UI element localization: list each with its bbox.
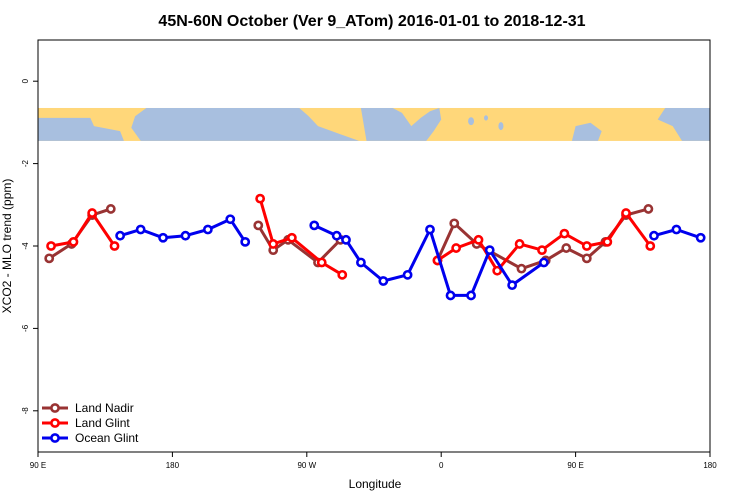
- data-point: [255, 193, 266, 204]
- legend-swatch-marker: [50, 403, 60, 413]
- map-ocean: [131, 108, 360, 141]
- y-axis: 0 -2 -4 -6 -8: [21, 78, 38, 414]
- world-map-band: [38, 107, 710, 141]
- x-tick-label: 90 E: [567, 461, 583, 470]
- data-point: [341, 234, 351, 245]
- map-lake: [289, 113, 295, 122]
- data-point: [621, 208, 631, 218]
- data-point: [68, 236, 79, 247]
- data-point: [44, 253, 55, 264]
- data-point: [378, 276, 389, 286]
- y-axis-label: XCO2 - MLO trend (ppm): [0, 179, 14, 314]
- data-point: [695, 232, 706, 243]
- data-point: [581, 253, 592, 264]
- data-point: [484, 245, 495, 256]
- legend-label: Land Glint: [75, 416, 130, 430]
- y-tick-label: -8: [21, 407, 30, 415]
- data-point: [356, 257, 366, 268]
- data-point: [286, 232, 297, 243]
- series-line: [258, 198, 344, 277]
- data-point: [602, 236, 613, 247]
- data-point: [516, 263, 527, 274]
- series-layer: [44, 193, 706, 301]
- data-point: [559, 228, 570, 239]
- data-point: [316, 257, 327, 268]
- data-point: [109, 241, 120, 251]
- chart-title: 45N-60N October (Ver 9_ATom) 2016-01-01 …: [158, 13, 585, 30]
- x-tick-label: 90 W: [297, 461, 316, 470]
- data-point: [180, 230, 191, 241]
- data-point: [425, 224, 435, 235]
- y-tick-label: 0: [21, 78, 30, 83]
- y-tick-label: -4: [21, 242, 30, 250]
- map-ocean: [38, 117, 124, 141]
- data-point: [202, 224, 213, 235]
- data-point: [445, 290, 456, 301]
- data-point: [115, 230, 126, 241]
- x-axis-label: Longitude: [349, 477, 402, 491]
- data-point: [645, 241, 656, 251]
- x-axis: 90 E 180 90 W 0 90 E 180: [30, 452, 717, 470]
- data-point: [537, 245, 547, 256]
- y-tick-label: -6: [21, 324, 30, 332]
- data-point: [538, 257, 549, 268]
- data-point: [473, 234, 484, 245]
- data-point: [337, 269, 348, 280]
- map-ocean: [360, 108, 442, 141]
- data-point: [492, 265, 503, 276]
- map-ocean: [571, 122, 602, 141]
- data-point: [240, 236, 251, 247]
- data-point: [225, 214, 236, 225]
- data-point: [649, 230, 659, 241]
- legend-label: Ocean Glint: [75, 431, 139, 445]
- data-point: [451, 243, 462, 253]
- legend-swatch-marker: [50, 418, 60, 428]
- x-tick-label: 90 E: [30, 461, 46, 470]
- legend-item: Ocean Glint: [42, 431, 139, 445]
- data-point: [46, 241, 56, 251]
- legend-item: Land Glint: [42, 416, 130, 430]
- data-point: [643, 204, 654, 214]
- data-point: [402, 269, 413, 280]
- legend-item: Land Nadir: [42, 401, 134, 415]
- data-point: [449, 218, 460, 229]
- y-tick-label: -2: [21, 159, 30, 167]
- legend-swatch-marker: [50, 433, 60, 443]
- x-tick-label: 0: [439, 461, 444, 470]
- series-line: [50, 211, 116, 248]
- data-point: [466, 290, 476, 301]
- legend-label: Land Nadir: [75, 401, 134, 415]
- data-point: [581, 241, 592, 251]
- map-lake: [468, 117, 475, 126]
- data-point: [671, 224, 682, 235]
- map-lake: [498, 122, 504, 131]
- map-lake: [240, 116, 247, 123]
- x-tick-label: 180: [166, 461, 180, 470]
- data-point: [87, 208, 98, 218]
- data-point: [514, 239, 525, 249]
- data-point: [331, 230, 342, 241]
- map-lake: [484, 115, 488, 121]
- data-point: [309, 220, 320, 231]
- series-land-glint: [46, 193, 656, 280]
- data-point: [253, 220, 264, 231]
- data-point: [507, 280, 518, 291]
- data-point: [158, 232, 168, 243]
- data-point: [268, 239, 279, 249]
- x-tick-label: 180: [703, 461, 717, 470]
- series-ocean-glint: [115, 214, 706, 301]
- data-point: [135, 224, 146, 235]
- data-point: [561, 243, 572, 253]
- map-ocean: [657, 108, 710, 141]
- data-point: [105, 204, 116, 214]
